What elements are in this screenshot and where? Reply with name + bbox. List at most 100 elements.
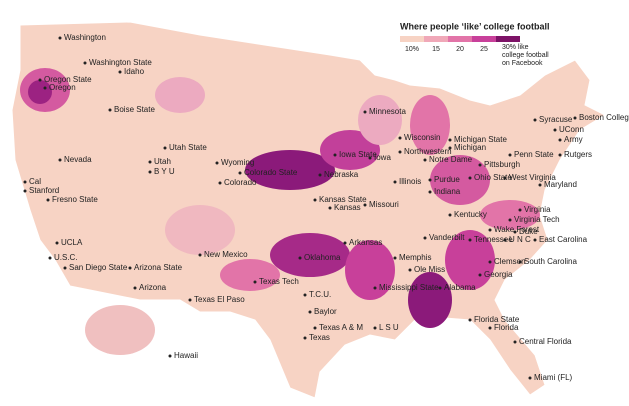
place-dot [503,176,507,180]
place-dot [408,268,412,272]
place-dot [108,108,112,112]
legend-tick-label: 25 [480,46,488,53]
place-dot [478,273,482,277]
place-label: Baylor [314,307,337,316]
place-dot [398,136,402,140]
place-label: Virginia [524,205,551,214]
place-label: Texas El Paso [194,295,245,304]
place-dot [533,118,537,122]
place-label: Purdue [434,175,460,184]
place-label: Ohio State [474,173,512,182]
place-dot [63,266,67,270]
place-label: Utah State [169,143,207,152]
place-dot [438,286,442,290]
place-dot [23,189,27,193]
place-label: Texas Tech [259,277,299,286]
legend-tick-label: 15 [432,46,440,53]
place-dot [303,293,307,297]
place-label: West Virginia [509,173,556,182]
place-dot [363,110,367,114]
place-label: Indiana [434,187,461,196]
place-label: Iowa [374,153,391,162]
place-dot [508,153,512,157]
place-label: Pittsburgh [484,160,520,169]
place-label: Penn State [514,150,554,159]
place-label: Michigan [454,143,486,152]
place-dot [448,138,452,142]
place-dot [478,163,482,167]
place-dot [23,180,27,184]
place-dot [423,236,427,240]
place-label: Florida [494,323,519,332]
place-dot [393,180,397,184]
place-dot [118,70,122,74]
legend: 10% 15 20 25 [400,36,520,53]
place-label: Arizona [139,283,167,292]
place-dot [428,178,432,182]
legend-swatch [496,36,520,42]
place-dot [133,286,137,290]
place-label: Northwestern [404,147,452,156]
place-dot [558,153,562,157]
place-dot [488,260,492,264]
place-label: Virginia Tech [514,215,560,224]
place-label: Alabama [444,283,476,292]
place-dot [148,160,152,164]
place-label: Arizona State [134,263,183,272]
place-dot [373,286,377,290]
place-dot [163,146,167,150]
place-dot [508,218,512,222]
place-label: Vanderbilt [429,233,465,242]
place-dot [368,156,372,160]
place-label: Nevada [64,155,92,164]
place-label: Oklahoma [304,253,341,262]
place-dot [318,173,322,177]
place-dot [148,170,152,174]
place-label: Miami (FL) [534,373,573,382]
place-dot [313,326,317,330]
place-label: Oregon State [44,75,92,84]
place-dot [428,190,432,194]
place-label: Florida State [474,315,520,324]
place-dot [38,78,42,82]
place-dot [46,198,50,202]
place-dot [533,238,537,242]
legend-tick-label: 10% [405,46,419,53]
place-dot [448,146,452,150]
place-label: Notre Dame [429,155,473,164]
place-label: Central Florida [519,337,572,346]
place-label: Wake Forest [494,225,540,234]
place-dot [553,128,557,132]
place-label: Idaho [124,67,145,76]
place-label: Kansas State [319,195,367,204]
place-label: Ole Miss [414,265,445,274]
place-label: Boise State [114,105,155,114]
place-dot [518,208,522,212]
place-dot [168,354,172,358]
place-dot [188,298,192,302]
place-label: Memphis [399,253,431,262]
place-dot [58,36,62,40]
place-label: Illinois [399,177,421,186]
place-dot [518,260,522,264]
place-dot [503,238,507,242]
place-label: South Carolina [524,257,577,266]
place-label: San Diego State [69,263,128,272]
place-label: Clemson [494,257,526,266]
place-label: Oregon [49,83,76,92]
place-dot [55,241,59,245]
place-dot [468,238,472,242]
place-dot [513,230,517,234]
place-dot [343,241,347,245]
place-label: L S U [379,323,399,332]
place-dot [538,183,542,187]
place-label: Texas [309,333,330,342]
place-dot [373,326,377,330]
place-label: Arkansas [349,238,382,247]
place-label: Duke [519,227,538,236]
place-dot [573,116,577,120]
place-label: East Carolina [539,235,588,244]
place-dot [393,256,397,260]
legend-swatch [448,36,472,42]
